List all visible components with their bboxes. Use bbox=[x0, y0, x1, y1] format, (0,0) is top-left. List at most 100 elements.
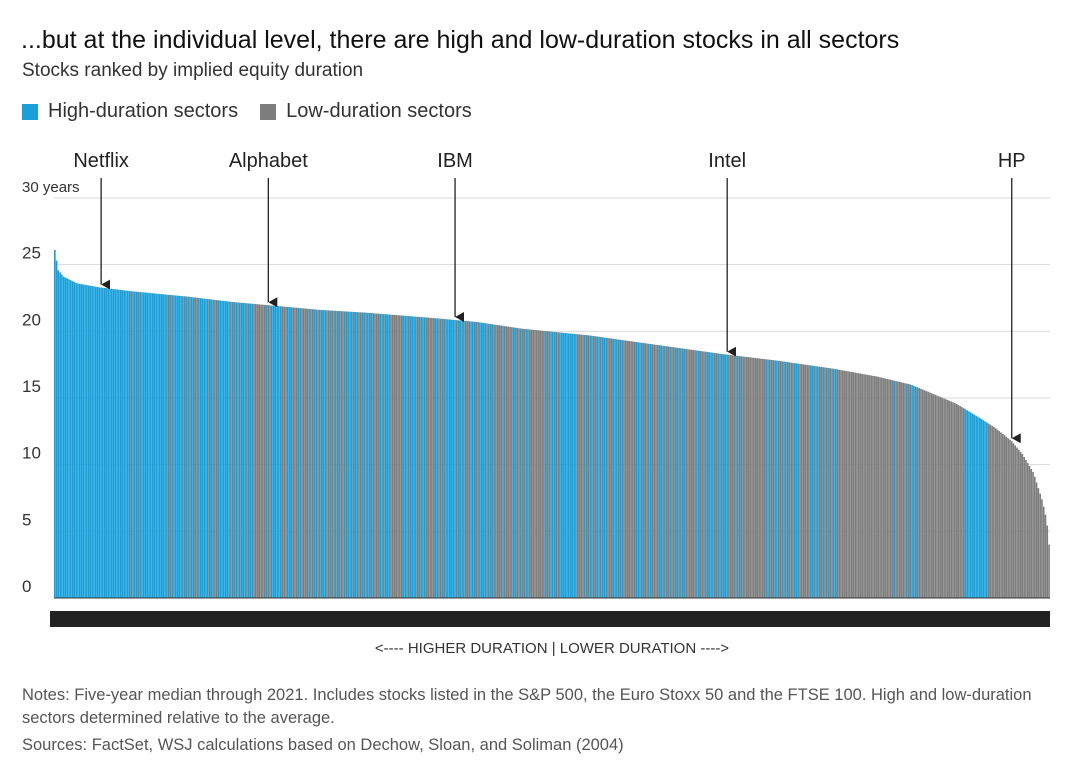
bar-low bbox=[728, 354, 730, 598]
bar-low bbox=[576, 334, 579, 598]
bar-high bbox=[381, 313, 383, 598]
bar-low bbox=[1025, 459, 1027, 598]
bar-low bbox=[918, 388, 921, 598]
bar-low bbox=[1016, 447, 1018, 598]
bar-low bbox=[1032, 471, 1034, 598]
bar-high bbox=[774, 360, 776, 598]
bar-low bbox=[1048, 544, 1050, 598]
chart-notes: Notes: Five-year median through 2021. In… bbox=[22, 686, 1032, 727]
bar-low bbox=[253, 303, 255, 598]
bar-high bbox=[589, 335, 591, 598]
bar-high bbox=[274, 305, 277, 598]
bar-high bbox=[217, 300, 220, 598]
bar-high bbox=[224, 301, 227, 598]
y-tick-label: 25 bbox=[22, 244, 41, 263]
legend: High-duration sectors Low-duration secto… bbox=[22, 100, 494, 123]
bar-low bbox=[687, 349, 689, 598]
bar-low bbox=[395, 315, 398, 598]
bar-low bbox=[955, 403, 958, 598]
bar-low bbox=[1005, 436, 1008, 598]
bar-high bbox=[134, 291, 136, 598]
bar-high bbox=[788, 362, 791, 598]
bar-high bbox=[57, 270, 60, 598]
bar-high bbox=[343, 311, 346, 598]
bar-high bbox=[487, 323, 490, 598]
bar-low bbox=[370, 313, 373, 598]
bar-low bbox=[254, 304, 257, 598]
bar-high bbox=[635, 342, 638, 598]
bar-low bbox=[859, 373, 862, 598]
annotations: Netflix Alphabet IBM Intel HP bbox=[73, 150, 1026, 444]
bar-low bbox=[557, 332, 559, 598]
bar-low bbox=[713, 352, 716, 598]
bar-high bbox=[372, 313, 374, 598]
bar-low bbox=[747, 357, 750, 598]
bar-low bbox=[779, 361, 782, 598]
bar-high bbox=[354, 312, 357, 598]
bar-low bbox=[904, 383, 906, 598]
bar-high bbox=[984, 421, 986, 598]
bar-high bbox=[66, 278, 69, 598]
bar-low bbox=[952, 402, 954, 598]
bar-low bbox=[608, 338, 611, 598]
bar-low bbox=[865, 374, 867, 598]
bar-low bbox=[365, 312, 367, 598]
bar-high bbox=[290, 307, 293, 598]
bar-low bbox=[1009, 439, 1011, 598]
bar-low bbox=[758, 358, 760, 598]
bar-low bbox=[623, 340, 625, 598]
bar-low bbox=[281, 306, 284, 598]
bar-low bbox=[498, 325, 501, 598]
bar-low bbox=[358, 312, 360, 598]
y-tick-label: 0 bbox=[22, 577, 31, 596]
bar-low bbox=[989, 424, 992, 598]
bar-low bbox=[703, 351, 705, 598]
bar-high bbox=[664, 346, 666, 598]
bar-low bbox=[518, 328, 520, 598]
bar-high bbox=[174, 295, 177, 598]
bar-high bbox=[212, 299, 214, 598]
bar-high bbox=[722, 354, 725, 598]
bar-high bbox=[648, 343, 650, 598]
bar-low bbox=[429, 317, 431, 598]
bar-low bbox=[993, 426, 995, 598]
bar-high bbox=[470, 321, 472, 598]
bar-low bbox=[260, 304, 262, 598]
bar-high bbox=[480, 322, 483, 598]
bar-high bbox=[251, 303, 254, 598]
bar-high bbox=[461, 320, 463, 598]
bar-high bbox=[710, 352, 712, 598]
bar-high bbox=[719, 353, 721, 598]
bar-high bbox=[708, 352, 711, 598]
bar-high bbox=[985, 422, 988, 598]
bar-low bbox=[897, 381, 899, 598]
bar-high bbox=[297, 307, 300, 598]
bar-low bbox=[948, 400, 951, 598]
bar-low bbox=[706, 351, 709, 598]
bar-low bbox=[870, 375, 872, 598]
bar-low bbox=[646, 343, 648, 598]
bar-low bbox=[521, 328, 524, 598]
bar-high bbox=[308, 308, 310, 598]
bar-high bbox=[447, 319, 449, 598]
bar-high bbox=[413, 316, 415, 598]
bar-high bbox=[681, 348, 684, 598]
bar-low bbox=[340, 311, 342, 598]
bar-low bbox=[777, 360, 780, 598]
bar-high bbox=[185, 296, 188, 598]
bar-high bbox=[166, 294, 168, 598]
bar-low bbox=[836, 369, 839, 598]
bar-high bbox=[445, 319, 447, 598]
bar-low bbox=[541, 330, 543, 598]
bar-low bbox=[331, 310, 334, 598]
bar-high bbox=[817, 366, 819, 598]
bar-low bbox=[731, 355, 734, 598]
bar-high bbox=[155, 293, 158, 598]
bar-high bbox=[64, 277, 67, 598]
bar-low bbox=[767, 359, 769, 598]
bar-low bbox=[555, 332, 558, 598]
bar-high bbox=[235, 302, 238, 598]
bar-high bbox=[905, 383, 908, 598]
bar-high bbox=[105, 288, 108, 598]
bar-high bbox=[192, 297, 195, 598]
